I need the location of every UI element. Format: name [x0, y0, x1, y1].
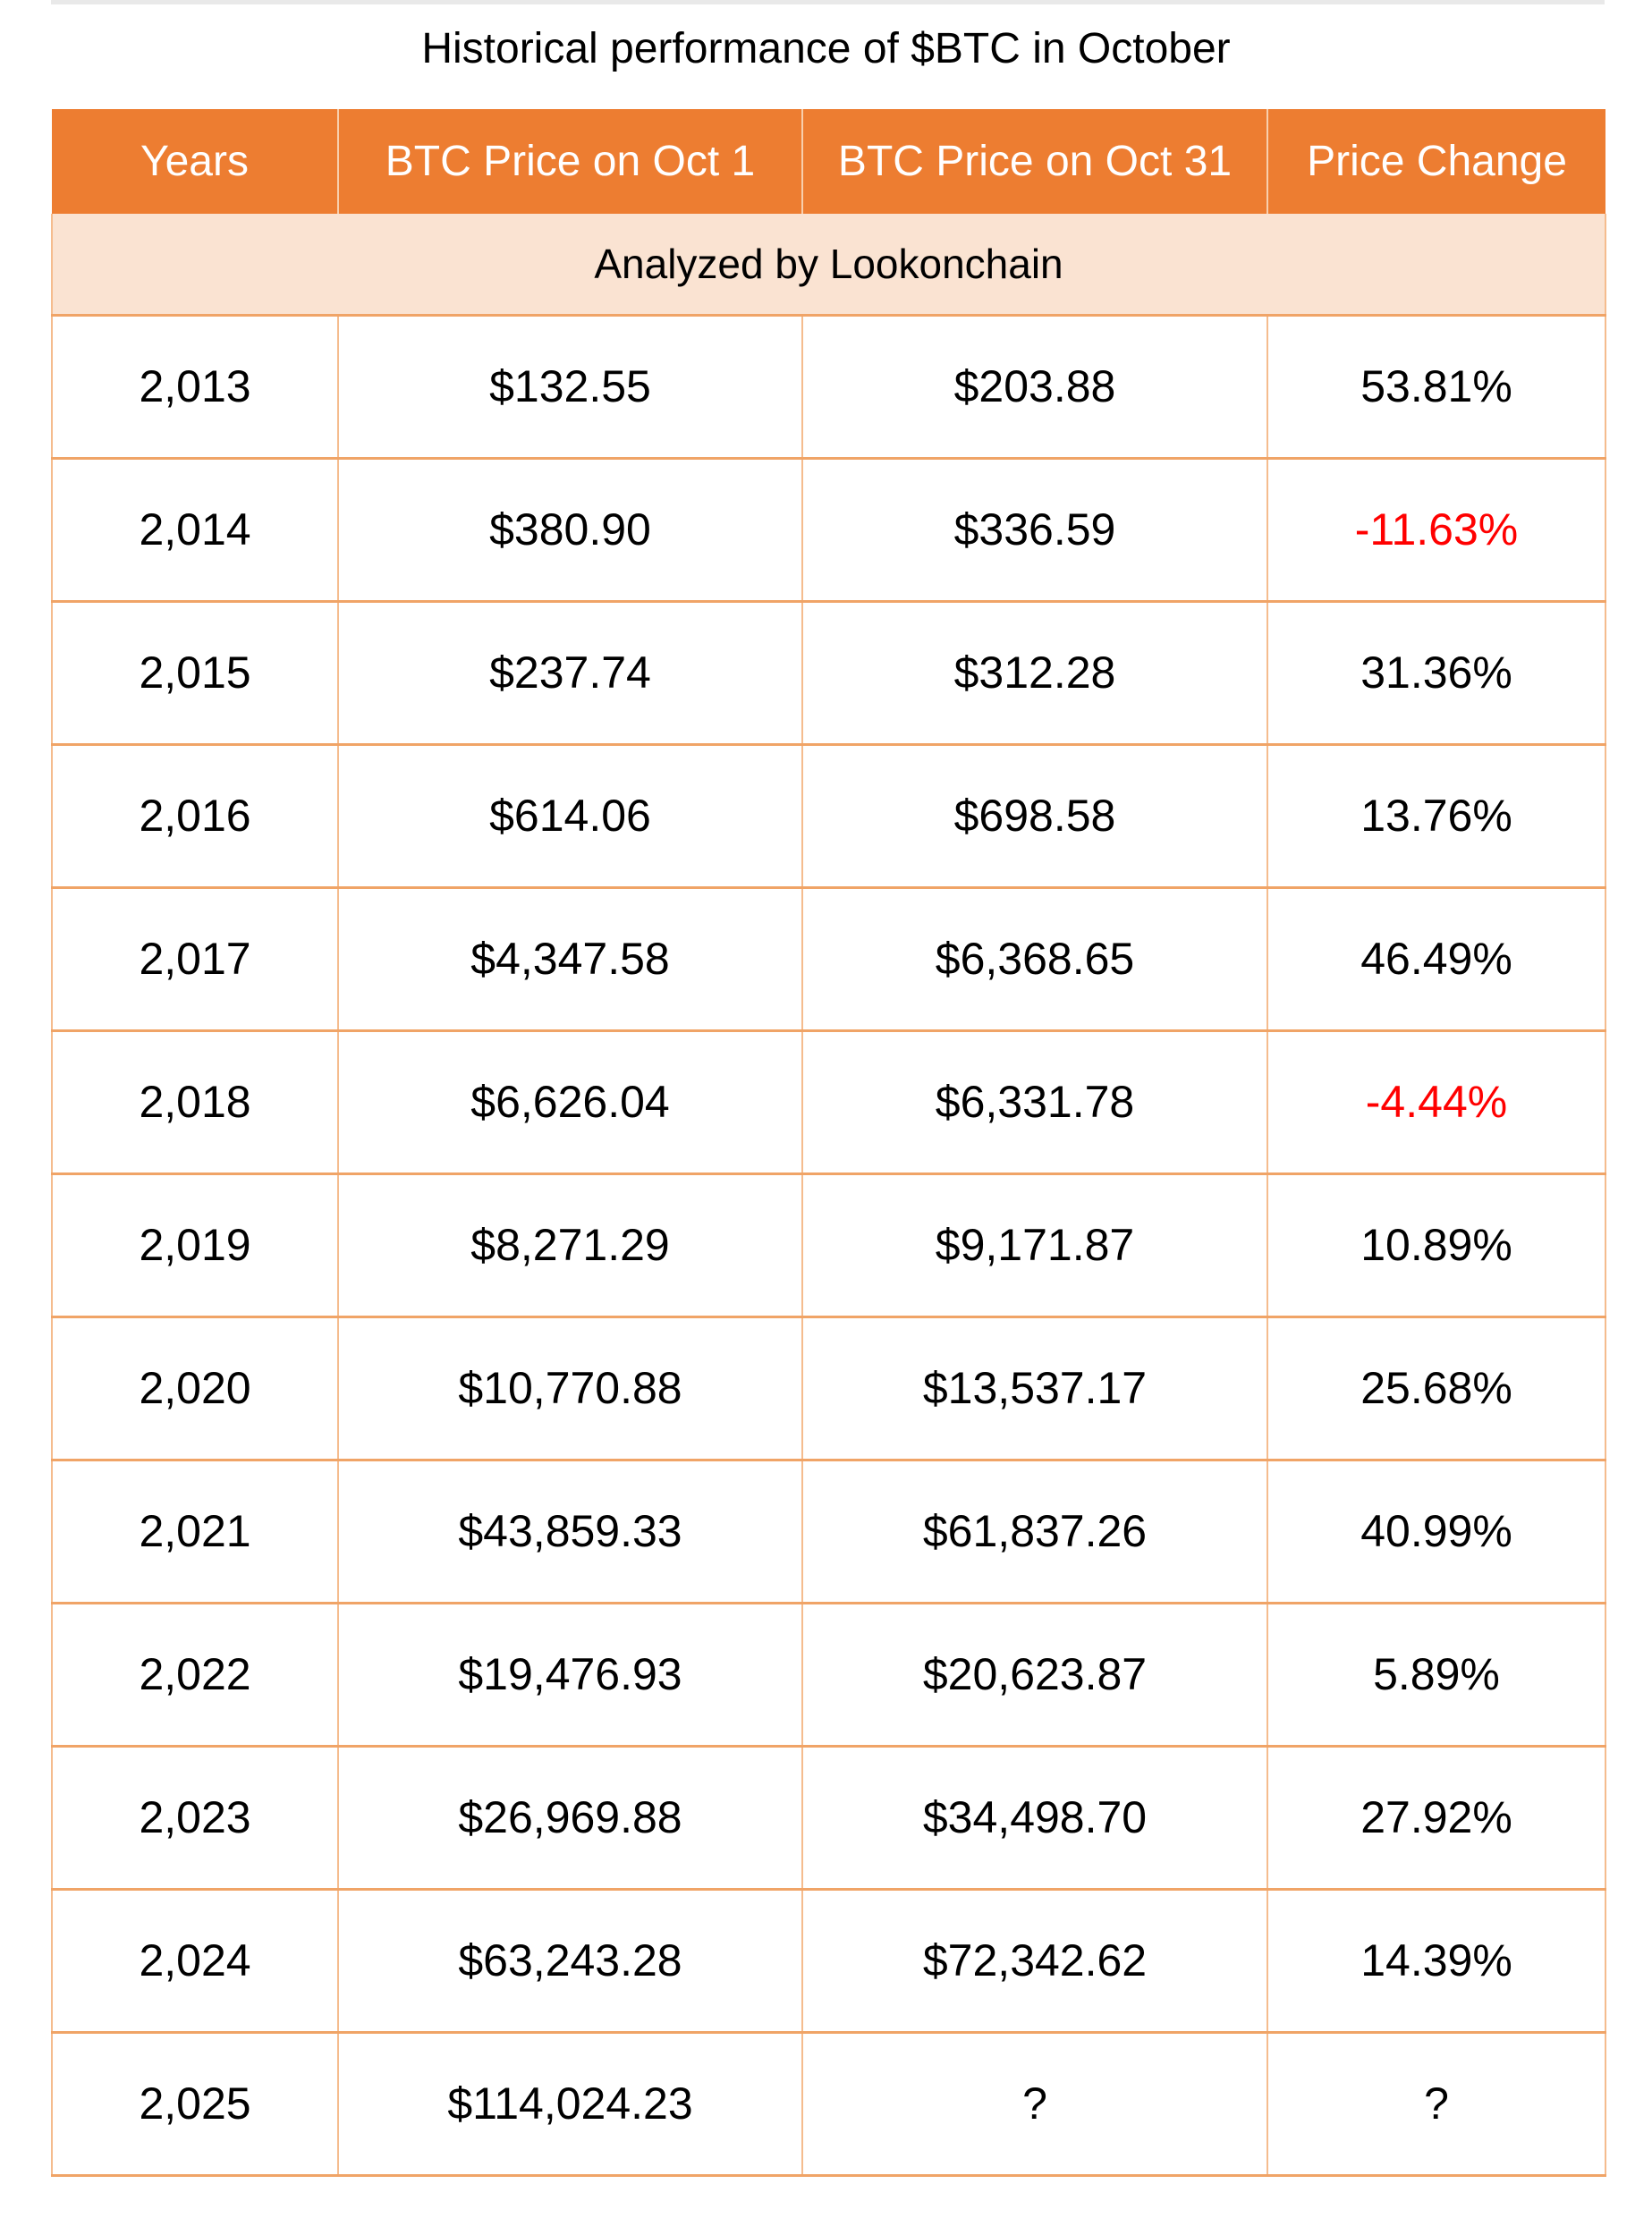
cell-btc-price-oct1: $63,243.28 [337, 1887, 803, 2034]
cell-year: 2,020 [51, 1315, 339, 1461]
cell-price-change: 27.92% [1267, 1744, 1606, 1891]
btc-october-performance-table: Years BTC Price on Oct 1 BTC Price on Oc… [51, 109, 1606, 2177]
table-row: 2,020 $10,770.88 $13,537.17 25.68% [51, 1315, 1606, 1461]
cell-btc-price-oct1: $43,859.33 [337, 1458, 803, 1604]
cell-price-change: 40.99% [1267, 1458, 1606, 1604]
cell-btc-price-oct1: $26,969.88 [337, 1744, 803, 1891]
table-row: 2,016 $614.06 $698.58 13.76% [51, 742, 1606, 889]
table-row: 2,013 $132.55 $203.88 53.81% [51, 313, 1606, 460]
cell-btc-price-oct31: $312.28 [801, 599, 1268, 746]
column-header-btc-price-oct31: BTC Price on Oct 31 [802, 109, 1268, 214]
cell-btc-price-oct1: $132.55 [337, 313, 803, 460]
table-body: 2,013 $132.55 $203.88 53.81% 2,014 $380.90 $33… [51, 313, 1606, 2177]
cell-btc-price-oct31: $72,342.62 [801, 1887, 1268, 2034]
cell-year: 2,018 [51, 1029, 339, 1175]
table-row: 2,021 $43,859.33 $61,837.26 40.99% [51, 1458, 1606, 1604]
cell-btc-price-oct31: $20,623.87 [801, 1601, 1268, 1748]
cell-year: 2,019 [51, 1172, 339, 1318]
table-row: 2,015 $237.74 $312.28 31.36% [51, 599, 1606, 746]
cell-price-change: -4.44% [1267, 1029, 1606, 1175]
cell-price-change: -11.63% [1267, 456, 1606, 603]
cell-btc-price-oct31: $6,368.65 [801, 885, 1268, 1032]
cell-btc-price-oct1: $237.74 [337, 599, 803, 746]
cell-btc-price-oct31: $203.88 [801, 313, 1268, 460]
cell-year: 2,021 [51, 1458, 339, 1604]
cell-price-change: 13.76% [1267, 742, 1606, 889]
table-row: 2,024 $63,243.28 $72,342.62 14.39% [51, 1887, 1606, 2034]
cell-btc-price-oct1: $10,770.88 [337, 1315, 803, 1461]
cell-year: 2,014 [51, 456, 339, 603]
cell-price-change: 10.89% [1267, 1172, 1606, 1318]
cell-btc-price-oct1: $19,476.93 [337, 1601, 803, 1748]
table-header-row: Years BTC Price on Oct 1 BTC Price on Oc… [52, 109, 1605, 214]
cell-btc-price-oct31: $698.58 [801, 742, 1268, 889]
banner-analyzed-by: Analyzed by Lookonchain [51, 214, 1606, 317]
cell-year: 2,022 [51, 1601, 339, 1748]
column-header-years: Years [52, 109, 339, 214]
cell-price-change: 46.49% [1267, 885, 1606, 1032]
cell-year: 2,013 [51, 313, 339, 460]
cell-price-change: 14.39% [1267, 1887, 1606, 2034]
cell-btc-price-oct31: $13,537.17 [801, 1315, 1268, 1461]
cell-btc-price-oct1: $380.90 [337, 456, 803, 603]
cell-btc-price-oct1: $614.06 [337, 742, 803, 889]
cell-year: 2,024 [51, 1887, 339, 2034]
cell-btc-price-oct31: $9,171.87 [801, 1172, 1268, 1318]
cell-year: 2,016 [51, 742, 339, 889]
table-row: 2,025 $114,024.23?? [51, 2030, 1606, 2177]
table-row: 2,014 $380.90 $336.59 -11.63% [51, 456, 1606, 603]
cell-btc-price-oct1: $114,024.23 [337, 2030, 803, 2177]
banner-row: Analyzed by Lookonchain [51, 214, 1606, 317]
table-row: 2,022 $19,476.93 $20,623.87 5.89% [51, 1601, 1606, 1748]
cell-btc-price-oct1: $6,626.04 [337, 1029, 803, 1175]
column-header-price-change: Price Change [1267, 109, 1605, 214]
cell-btc-price-oct31: $34,498.70 [801, 1744, 1268, 1891]
column-header-btc-price-oct1: BTC Price on Oct 1 [338, 109, 803, 214]
cell-price-change: 25.68% [1267, 1315, 1606, 1461]
table-row: 2,023 $26,969.88 $34,498.70 27.92% [51, 1744, 1606, 1891]
cell-btc-price-oct31: $336.59 [801, 456, 1268, 603]
cell-btc-price-oct1: $8,271.29 [337, 1172, 803, 1318]
cell-year: 2,017 [51, 885, 339, 1032]
table-header: Years BTC Price on Oct 1 BTC Price on Oc… [52, 109, 1605, 214]
cell-btc-price-oct31: $61,837.26 [801, 1458, 1268, 1604]
cell-btc-price-oct31: $6,331.78 [801, 1029, 1268, 1175]
table-row: 2,017 $4,347.58 $6,368.65 46.49% [51, 885, 1606, 1032]
screenshot-edge-strip [51, 0, 1605, 4]
cell-btc-price-oct31: ? [801, 2030, 1268, 2177]
cell-price-change: 53.81% [1267, 313, 1606, 460]
cell-year: 2,025 [51, 2030, 339, 2177]
cell-price-change: ? [1267, 2030, 1606, 2177]
page-title: Historical performance of $BTC in Octobe… [421, 25, 1231, 72]
cell-year: 2,023 [51, 1744, 339, 1891]
table-row: 2,019 $8,271.29 $9,171.87 10.89% [51, 1172, 1606, 1318]
table-row: 2,018 $6,626.04 $6,331.78 -4.44% [51, 1029, 1606, 1175]
cell-price-change: 5.89% [1267, 1601, 1606, 1748]
cell-year: 2,015 [51, 599, 339, 746]
cell-btc-price-oct1: $4,347.58 [337, 885, 803, 1032]
cell-price-change: 31.36% [1267, 599, 1606, 746]
